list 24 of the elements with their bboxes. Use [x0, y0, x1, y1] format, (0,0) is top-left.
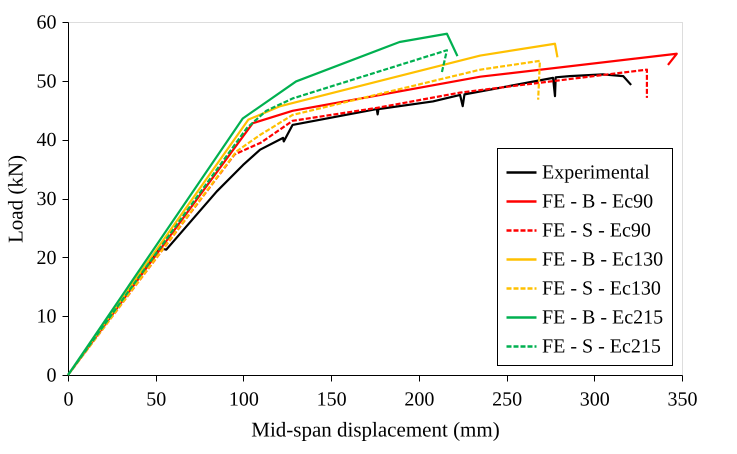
legend-label: FE - S - Ec90: [542, 220, 651, 242]
x-tick-label: 150: [316, 388, 347, 410]
y-tick-label: 50: [36, 70, 56, 92]
x-tick-label: 200: [404, 388, 434, 410]
legend-label: FE - B - Ec90: [542, 190, 654, 212]
y-axis-title: Load (kN): [4, 154, 28, 244]
legend-label: FE - B - Ec130: [542, 248, 664, 270]
legend-label: FE - B - Ec215: [542, 306, 664, 328]
x-tick-label: 350: [668, 388, 698, 410]
legend-label: FE - S - Ec130: [542, 278, 661, 300]
x-axis-title: Mid-span displacement (mm): [251, 418, 500, 442]
y-tick-label: 20: [36, 246, 56, 269]
x-tick-label: 50: [146, 388, 166, 410]
y-tick-label: 10: [36, 306, 56, 328]
x-tick-label: 250: [492, 388, 522, 410]
y-tick-label: 60: [36, 12, 56, 34]
y-tick-label: 30: [36, 188, 56, 210]
x-tick-label: 0: [64, 388, 74, 410]
legend-label: Experimental: [542, 162, 650, 184]
x-tick-label: 100: [228, 388, 259, 410]
legend-label: FE - S - Ec215: [542, 336, 661, 358]
y-tick-label: 40: [36, 129, 56, 152]
y-tick-label: 0: [46, 364, 56, 386]
x-tick-label: 300: [580, 388, 610, 410]
